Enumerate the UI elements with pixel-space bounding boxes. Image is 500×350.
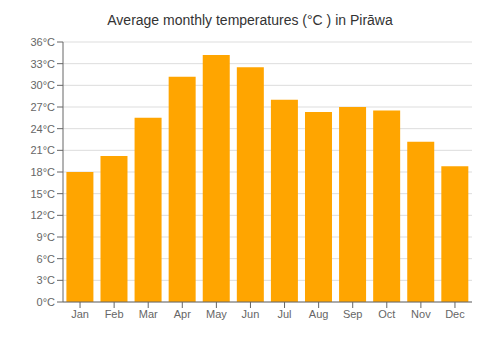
svg-text:Sep: Sep [343,308,363,320]
svg-text:15°C: 15°C [30,188,55,200]
svg-text:Dec: Dec [445,308,465,320]
svg-text:0°C: 0°C [37,296,56,308]
svg-text:3°C: 3°C [37,274,56,286]
svg-text:Jan: Jan [71,308,89,320]
svg-text:Feb: Feb [105,308,124,320]
svg-text:Nov: Nov [411,308,431,320]
svg-text:36°C: 36°C [30,36,55,48]
svg-text:May: May [206,308,227,320]
svg-text:Jun: Jun [242,308,260,320]
html-text:Average monthly temperatures (: Average monthly temperatures (°C ) in Pi… [107,12,393,28]
svg-text:27°C: 27°C [30,101,55,113]
svg-text:Mar: Mar [139,308,158,320]
svg-text:21°C: 21°C [30,144,55,156]
svg-text:24°C: 24°C [30,123,55,135]
svg-text:30°C: 30°C [30,79,55,91]
svg-text:12°C: 12°C [30,209,55,221]
svg-text:Aug: Aug [309,308,329,320]
svg-text:9°C: 9°C [37,231,56,243]
svg-text:6°C: 6°C [37,253,56,265]
svg-text:33°C: 33°C [30,58,55,70]
svg-text:Oct: Oct [378,308,395,320]
svg-text:18°C: 18°C [30,166,55,178]
svg-text:Jul: Jul [278,308,292,320]
svg-text:Apr: Apr [174,308,191,320]
